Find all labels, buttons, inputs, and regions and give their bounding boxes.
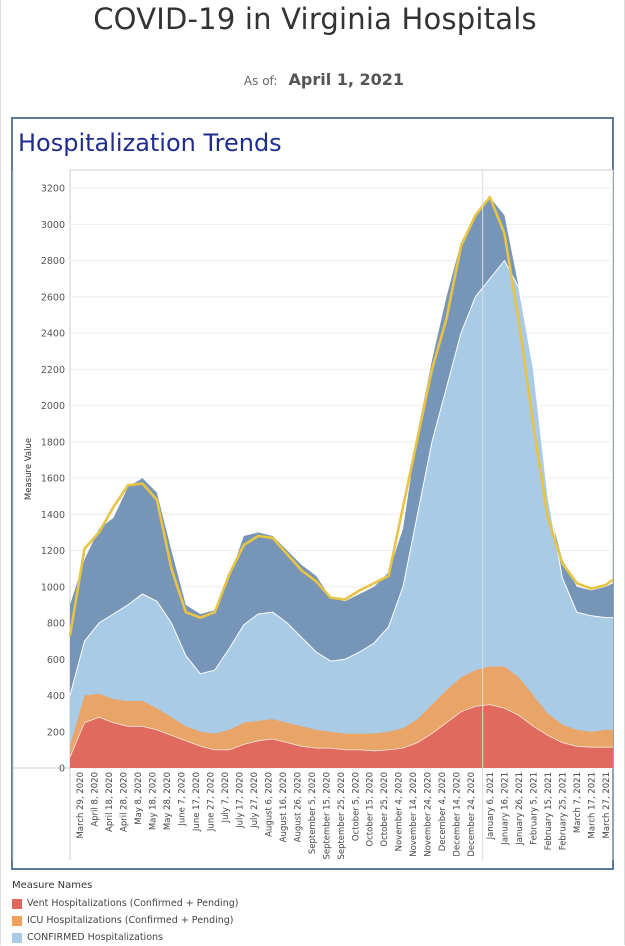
x-tick-label: October 15, 2020: [366, 772, 376, 847]
x-tick-label: May 28, 2020: [163, 772, 173, 830]
y-tick-label: 1600: [41, 474, 65, 485]
x-tick-label: October 25, 2020: [380, 772, 390, 847]
x-tick-label: February 25, 2021: [558, 772, 568, 850]
x-tick-label: July 17, 2020: [235, 772, 245, 829]
x-tick-label: June 7, 2020: [178, 772, 188, 827]
x-tick-label: July 27, 2020: [250, 772, 260, 829]
y-tick-label: 600: [47, 655, 65, 666]
x-tick-label: September 5, 2020: [308, 772, 318, 854]
x-tick-label: March 29, 2020: [76, 772, 86, 838]
x-tick-label: September 25, 2020: [337, 772, 347, 860]
legend-label-vent: Vent Hospitalizations (Confirmed + Pendi…: [27, 898, 239, 909]
y-tick-label: 2800: [41, 256, 65, 267]
x-tick-label: April 28, 2020: [120, 772, 130, 832]
y-tick-label: 2200: [41, 365, 65, 376]
x-tick-label: August 6, 2020: [264, 772, 274, 837]
series-area-confirmed: [70, 260, 613, 768]
y-tick-label: 200: [47, 727, 65, 738]
legend-item-confirmed[interactable]: CONFIRMED Hospitalizations: [12, 929, 312, 946]
x-tick-label: January 6, 2021: [486, 772, 496, 840]
legend-item-icu[interactable]: ICU Hospitalizations (Confirmed + Pendin…: [12, 912, 312, 929]
x-tick-label: March 27, 2021: [602, 772, 612, 838]
x-tick-label: March 7, 2021: [573, 772, 583, 833]
x-tick-label: April 18, 2020: [105, 772, 115, 832]
y-tick-label: 2000: [41, 401, 65, 412]
legend-label-confirmed: CONFIRMED Hospitalizations: [27, 932, 163, 943]
x-tick-label: July 7, 2020: [221, 772, 231, 823]
y-tick-label: 1400: [41, 510, 65, 521]
x-tick-label: October 5, 2020: [351, 772, 361, 841]
y-tick-label: 1800: [41, 437, 65, 448]
y-tick-label: 1200: [41, 546, 65, 557]
series-line-trend: [68, 195, 614, 636]
legend-swatch-icu: [12, 915, 22, 926]
y-tick-label: 400: [47, 691, 65, 702]
x-tick-label: April 8, 2020: [91, 772, 101, 827]
panel-title: Hospitalization Trends: [18, 129, 282, 157]
as-of-label: As of:: [243, 74, 278, 88]
y-tick-label: 800: [47, 619, 65, 630]
x-tick-label: June 17, 2020: [192, 772, 202, 832]
x-tick-label: January 26, 2021: [515, 772, 525, 846]
x-tick-label: November 14, 2020: [409, 772, 419, 857]
legend-label-icu: ICU Hospitalizations (Confirmed + Pendin…: [27, 915, 234, 926]
x-tick-label: January 16, 2021: [500, 772, 510, 846]
x-tick-label: September 15, 2020: [322, 772, 332, 860]
as-of-line: As of: April 1, 2021: [0, 70, 625, 89]
x-tick-label: June 27, 2020: [207, 772, 217, 832]
legend-swatch-vent: [12, 898, 22, 909]
y-tick-label: 2600: [41, 292, 65, 303]
x-tick-label: December 4, 2020: [438, 772, 448, 851]
legend-title: Measure Names: [12, 880, 93, 891]
series-area-vent: [70, 704, 613, 768]
y-tick-label: 3000: [41, 220, 65, 231]
x-tick-label: May 18, 2020: [149, 772, 159, 830]
x-tick-label: May 8, 2020: [134, 772, 144, 825]
legend-swatch-confirmed: [12, 932, 22, 943]
x-tick-label: November 4, 2020: [395, 772, 405, 851]
y-tick-label: 2400: [41, 329, 65, 340]
as-of-date: April 1, 2021: [288, 70, 405, 89]
legend-item-vent[interactable]: Vent Hospitalizations (Confirmed + Pendi…: [12, 895, 312, 912]
legend: Measure Names Vent Hospitalizations (Con…: [12, 880, 312, 946]
y-axis-title: Measure Value: [24, 438, 34, 500]
hospitalization-chart: 0 200 400 600 800 1000 1200 1400 1600 1800 2000 220…: [12, 169, 614, 860]
y-tick-label: 1000: [41, 582, 65, 593]
series-line-confirmed: [69, 259, 613, 696]
y-tick-label: 3200: [41, 184, 65, 195]
x-tick-label: November 24, 2020: [424, 772, 434, 857]
x-tick-label: December 24, 2020: [467, 772, 477, 857]
x-tick-label: February 5, 2021: [529, 772, 539, 845]
x-tick-label: March 17, 2021: [587, 772, 597, 838]
x-tick-label: February 15, 2021: [544, 772, 554, 850]
x-tick-label: August 26, 2020: [293, 772, 303, 842]
page-title: COVID-19 in Virginia Hospitals: [93, 2, 537, 36]
x-tick-label: August 16, 2020: [279, 772, 289, 842]
y-tick-label: 0: [59, 764, 65, 775]
page-border-left: [0, 0, 1, 945]
x-tick-label: December 14, 2020: [453, 772, 463, 857]
series-line-vent: [69, 704, 613, 758]
